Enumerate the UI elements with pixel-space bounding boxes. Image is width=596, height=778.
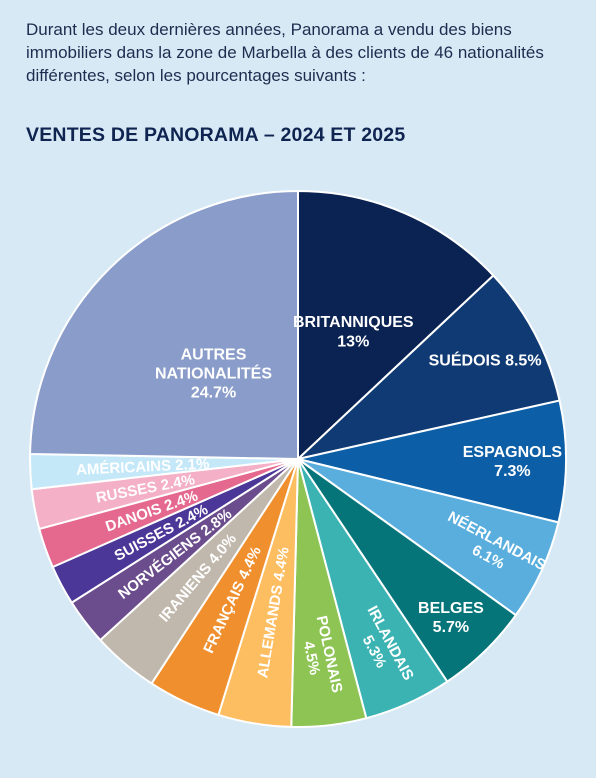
pie-slice-autres-nationalites [29,189,299,461]
slice-label-belges: BELGES 5.7% [418,600,484,636]
slice-label-suedois: SUÉDOIS 8.5% [429,351,542,370]
slice-label-britanniques: BRITANNIQUES 13% [293,314,414,350]
chart-title: VENTES DE PANORAMA – 2024 ET 2025 [26,124,406,146]
slice-label-americains: AMÉRICAINS 2.1% [76,455,210,478]
pie-slice-suedois [294,274,561,461]
pie-slice-espagnols [297,399,567,524]
slice-label-autres-nationalites: AUTRES NATIONALITÉS 24.7% [155,346,272,401]
pie-slice-britanniques [297,189,495,462]
slice-label-espagnols: ESPAGNOLS 7.3% [463,444,563,480]
intro-text: Durant les deux dernières années, Panora… [26,20,544,85]
